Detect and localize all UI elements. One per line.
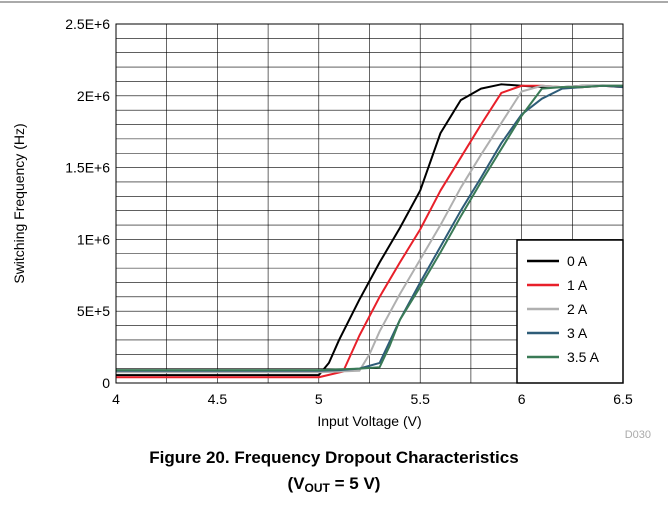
x-tick-label: 5 xyxy=(315,391,323,407)
y-tick-label: 1.5E+6 xyxy=(65,160,110,176)
caption-suffix: = 5 V) xyxy=(329,474,381,493)
x-axis-label: Input Voltage (V) xyxy=(317,413,421,429)
y-axis-label: Switching Frequency (Hz) xyxy=(11,123,27,283)
legend-label: 1 A xyxy=(567,277,588,293)
y-tick-label: 1E+6 xyxy=(77,231,110,247)
x-tick-label: 5.5 xyxy=(410,391,430,407)
legend-label: 3.5 A xyxy=(567,349,600,365)
y-tick-label: 2E+6 xyxy=(77,88,110,104)
y-tick-label: 2.5E+6 xyxy=(65,16,110,32)
legend-label: 0 A xyxy=(567,253,588,269)
legend: 0 A 1 A 2 A 3 A 3.5 A xyxy=(516,239,624,384)
x-tick-label: 4.5 xyxy=(208,391,228,407)
document-id: D030 xyxy=(625,429,651,440)
x-tick-label: 6.5 xyxy=(613,391,633,407)
series-line-4 xyxy=(116,84,623,372)
figure-caption-condition: (VOUT = 5 V) xyxy=(0,474,668,495)
legend-box xyxy=(516,239,624,384)
series-layer xyxy=(116,83,624,379)
y-tick-labels: 0 5E+5 1E+6 1.5E+6 2E+6 2.5E+6 xyxy=(65,16,110,391)
y-tick-label: 0 xyxy=(102,375,110,391)
x-tick-label: 6 xyxy=(518,391,526,407)
y-tick-label: 5E+5 xyxy=(77,303,110,319)
caption-subscript: OUT xyxy=(304,481,330,495)
legend-label: 3 A xyxy=(567,325,588,341)
x-tick-labels: 4 4.5 5 5.5 6 6.5 xyxy=(112,391,633,407)
x-tick-label: 4 xyxy=(112,391,120,407)
frequency-dropout-chart: 4 4.5 5 5.5 6 6.5 0 5E+5 1E+6 1.5E+6 2E+6 2.5E+6 I… xyxy=(0,1,668,440)
plot-frame xyxy=(115,23,624,384)
caption-prefix: (V xyxy=(287,474,305,493)
figure-caption-title: Figure 20. Frequency Dropout Characteris… xyxy=(149,448,519,467)
legend-label: 2 A xyxy=(567,301,588,317)
